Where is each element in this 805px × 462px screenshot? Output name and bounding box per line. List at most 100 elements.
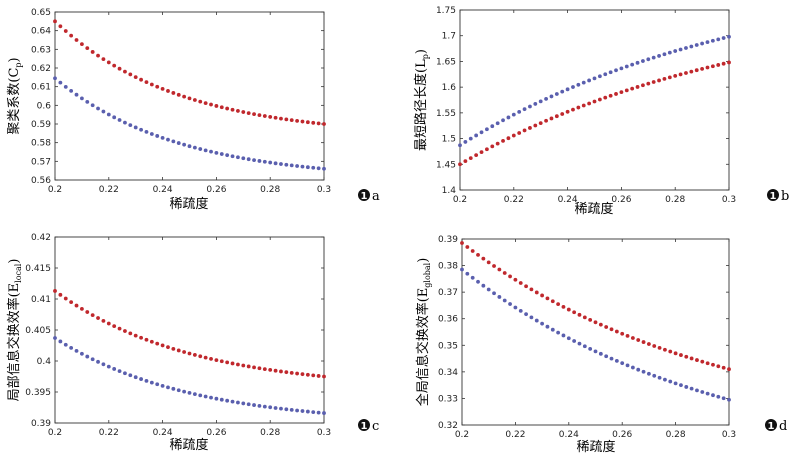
data-point-blue	[604, 354, 609, 359]
y-axis-label-close: )	[7, 259, 22, 264]
y-tick-label: 0.39	[438, 235, 458, 245]
data-point-blue	[636, 367, 641, 372]
data-point-blue	[577, 341, 582, 346]
y-tick-label: 1.65	[436, 57, 456, 67]
data-point-blue	[465, 271, 470, 276]
data-point-blue	[508, 302, 512, 306]
data-point-red	[149, 339, 154, 344]
x-axis-label-c: 稀疏度	[169, 437, 208, 453]
data-point-blue	[485, 127, 489, 132]
chart-b: 0.2 0.22 0.24 0.26 0.28 0.3 1.4 1.45 1.5 1.55 1.6 1…	[413, 6, 789, 217]
data-point-blue	[657, 54, 661, 58]
data-point-blue	[219, 152, 224, 156]
data-point-blue	[262, 159, 267, 164]
y-tick-label: 1.45	[436, 160, 456, 170]
data-point-blue	[166, 137, 170, 142]
data-point-red	[112, 324, 117, 329]
data-point-blue	[522, 107, 527, 112]
y-tick-label: 0.41	[31, 295, 51, 305]
data-point-red	[513, 277, 518, 282]
data-point-red	[225, 106, 230, 111]
data-point-blue	[117, 369, 122, 374]
data-point-blue	[518, 308, 523, 313]
data-point-blue	[166, 385, 170, 390]
marks-a	[53, 19, 326, 171]
data-point-blue	[252, 403, 256, 407]
data-point-blue	[630, 365, 635, 370]
data-point-blue	[241, 156, 246, 161]
data-point-blue	[322, 166, 326, 171]
data-point-blue	[517, 109, 522, 114]
x-tick-label: 0.22	[99, 185, 119, 195]
y-tick-label: 0.415	[25, 264, 51, 274]
data-point-blue	[663, 377, 667, 382]
data-point-blue	[123, 120, 127, 125]
data-point-blue	[203, 148, 208, 153]
data-point-red	[598, 322, 603, 327]
data-point-red	[58, 24, 63, 29]
y-axis-label: 全局信息交换效率(Eglobal)	[415, 258, 432, 407]
y-tick-label: 0.62	[31, 64, 51, 74]
data-point-blue	[214, 396, 219, 401]
data-point-red	[90, 313, 95, 318]
data-point-blue	[133, 375, 138, 380]
data-point-red	[262, 114, 267, 118]
x-tick-label: 0.24	[153, 428, 173, 438]
data-point-red	[511, 133, 516, 138]
data-point-blue	[662, 52, 667, 57]
data-point-red	[502, 271, 507, 275]
data-point-red	[490, 144, 495, 149]
data-point-red	[673, 351, 678, 356]
data-point-blue	[458, 143, 462, 148]
data-point-blue	[624, 64, 629, 69]
data-point-blue	[219, 397, 224, 402]
data-point-blue	[550, 327, 555, 332]
data-point-blue	[474, 133, 479, 138]
data-point-blue	[316, 166, 321, 171]
axes-b: 0.2 0.22 0.24 0.26 0.28 0.3 1.4 1.45 1.5 1.55 1.6 1…	[413, 6, 736, 205]
panel-letter-b: b	[781, 189, 789, 204]
data-point-red	[593, 320, 598, 325]
data-point-blue	[171, 139, 176, 144]
data-point-red	[609, 327, 614, 332]
data-point-red	[85, 46, 90, 51]
data-point-blue	[593, 349, 598, 354]
data-point-blue	[53, 336, 57, 340]
data-point-red	[230, 361, 235, 366]
data-point-blue	[538, 99, 543, 104]
x-tick-label: 0.22	[504, 195, 524, 205]
data-point-red	[538, 121, 543, 126]
data-point-blue	[502, 298, 507, 303]
x-axis-label-a: 稀疏度	[169, 196, 208, 212]
data-point-red	[262, 367, 267, 371]
data-point-red	[69, 300, 74, 305]
data-point-red	[588, 317, 593, 322]
data-point-red	[214, 104, 219, 108]
plot-frame	[54, 236, 325, 424]
data-point-red	[241, 363, 246, 368]
y-tick-label: 0.405	[25, 326, 51, 336]
data-point-red	[577, 312, 582, 317]
data-point-red	[560, 112, 565, 116]
data-point-blue	[689, 44, 694, 49]
y-tick-label: 0.63	[31, 45, 51, 55]
data-point-red	[545, 296, 550, 301]
data-point-red	[561, 304, 566, 309]
data-point-red	[149, 82, 154, 87]
data-point-blue	[74, 348, 79, 353]
data-point-red	[112, 63, 117, 68]
data-point-red	[571, 107, 575, 112]
data-point-blue	[544, 96, 548, 101]
data-point-red	[497, 267, 502, 272]
data-point-red	[550, 299, 555, 304]
data-point-red	[284, 117, 289, 122]
data-point-red	[625, 333, 630, 338]
data-point-blue	[58, 80, 63, 85]
data-point-red	[133, 75, 138, 80]
data-point-blue	[545, 324, 550, 329]
y-axis-label-close: )	[416, 258, 431, 263]
y-tick-label: 1.5	[442, 135, 456, 145]
data-point-red	[63, 29, 68, 33]
data-point-blue	[679, 383, 683, 388]
data-point-red	[572, 310, 577, 315]
